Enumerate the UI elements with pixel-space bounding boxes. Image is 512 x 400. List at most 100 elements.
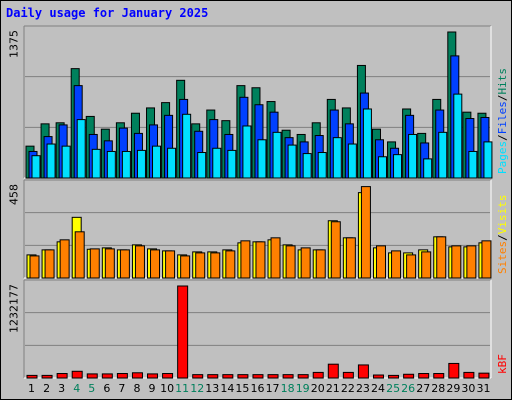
legend-visits-item: Sites <box>496 241 509 274</box>
kbytes-bar <box>478 372 490 379</box>
x-tick-label: 11 <box>175 382 189 395</box>
x-tick-label: 15 <box>235 382 249 395</box>
pages-bar <box>31 155 41 179</box>
pages-bar <box>438 131 448 179</box>
y-max-label-visits: 458 <box>8 184 21 205</box>
sites-bar <box>436 236 447 279</box>
sites-bar <box>119 249 130 279</box>
panel-3-bg <box>24 280 491 378</box>
pages-bar <box>468 150 478 179</box>
y-max-label-kbytes: 1232177 <box>8 284 21 333</box>
sites-bar <box>195 252 206 279</box>
pages-bar <box>362 108 372 179</box>
kbytes-bar <box>192 374 204 379</box>
kbytes-bar <box>342 371 354 379</box>
kbytes-bar <box>282 374 294 379</box>
x-tick-label: 13 <box>205 382 219 395</box>
x-tick-label: 2 <box>43 382 50 395</box>
sites-bar <box>29 255 40 279</box>
sites-bar <box>330 221 341 279</box>
sites-bar <box>360 186 371 279</box>
pages-bar <box>212 147 222 179</box>
x-tick-label: 30 <box>461 382 475 395</box>
sites-bar <box>481 240 492 279</box>
kbytes-bar <box>207 374 219 379</box>
pages-bar <box>377 156 387 179</box>
kbytes-bar <box>297 374 309 379</box>
legend-hits-item: Hits <box>496 68 509 95</box>
pages-bar <box>332 137 342 179</box>
x-tick-label: 5 <box>88 382 95 395</box>
kbytes-bar <box>267 374 279 379</box>
x-tick-label: 9 <box>149 382 156 395</box>
kbytes-bar <box>131 372 143 379</box>
x-tick-label: 12 <box>190 382 204 395</box>
sites-bar <box>345 237 356 279</box>
kbytes-bar <box>41 374 53 379</box>
sites-bar <box>300 247 311 279</box>
y-max-label-hits: 1375 <box>8 30 21 58</box>
x-tick-label: 25 <box>386 382 400 395</box>
kbytes-bar <box>101 373 113 379</box>
sites-bar <box>44 249 55 279</box>
pages-bar <box>61 145 71 179</box>
pages-bar <box>197 152 207 179</box>
legend-kbytes-item: F <box>496 354 509 361</box>
pages-bar <box>136 149 146 179</box>
kbytes-bar <box>312 371 324 379</box>
sites-bar <box>391 250 402 279</box>
pages-bar <box>408 133 418 179</box>
sites-bar <box>165 250 176 279</box>
legend-visits: Sites/Visits <box>496 195 509 275</box>
sites-bar <box>225 250 236 279</box>
pages-bar <box>227 149 237 179</box>
kbytes-bar <box>116 373 128 379</box>
sites-bar <box>406 254 417 279</box>
pages-bar <box>483 141 493 179</box>
pages-bar <box>242 125 252 179</box>
x-tick-label: 22 <box>341 382 355 395</box>
sites-bar <box>285 245 296 279</box>
x-tick-label: 23 <box>356 382 370 395</box>
pages-bar <box>453 93 463 179</box>
kbytes-bar <box>71 370 83 379</box>
x-tick-label: 4 <box>73 382 80 395</box>
legend-visits-item: / <box>496 234 509 241</box>
kbytes-bar <box>463 371 475 379</box>
kbytes-bar <box>162 373 174 379</box>
kbytes-bar <box>388 374 400 379</box>
kbytes-bar <box>222 374 234 379</box>
pages-bar <box>393 154 403 179</box>
kbytes-bar <box>418 373 430 379</box>
kbytes-bar <box>252 374 264 379</box>
x-tick-label: 1 <box>28 382 35 395</box>
x-tick-label: 31 <box>476 382 490 395</box>
sites-bar <box>180 255 191 279</box>
legend-hits-item: / <box>496 134 509 141</box>
sites-bar <box>89 248 100 279</box>
pages-bar <box>46 143 56 179</box>
x-tick-label: 24 <box>371 382 385 395</box>
sites-bar <box>240 240 251 279</box>
kbytes-bar <box>372 374 384 379</box>
pages-bar <box>287 144 297 179</box>
sites-bar <box>375 245 386 279</box>
x-tick-label: 10 <box>160 382 174 395</box>
legend-hits-item: / <box>496 95 509 102</box>
kbytes-bar <box>26 374 38 379</box>
kbytes-bar <box>327 363 339 379</box>
x-tick-label: 20 <box>311 382 325 395</box>
sites-bar <box>255 241 266 279</box>
legend-visits-item: Visits <box>496 195 509 235</box>
legend-hits-item: Files <box>496 101 509 134</box>
x-tick-label: 17 <box>266 382 280 395</box>
pages-bar <box>91 148 101 179</box>
kbytes-bar <box>357 364 369 379</box>
legend-hits: Pages/Files/Hits <box>496 68 509 174</box>
sites-bar <box>134 245 145 279</box>
legend-hits-item: Pages <box>496 141 509 174</box>
pages-bar <box>347 143 357 179</box>
pages-bar <box>423 158 433 179</box>
sites-bar <box>466 245 477 279</box>
